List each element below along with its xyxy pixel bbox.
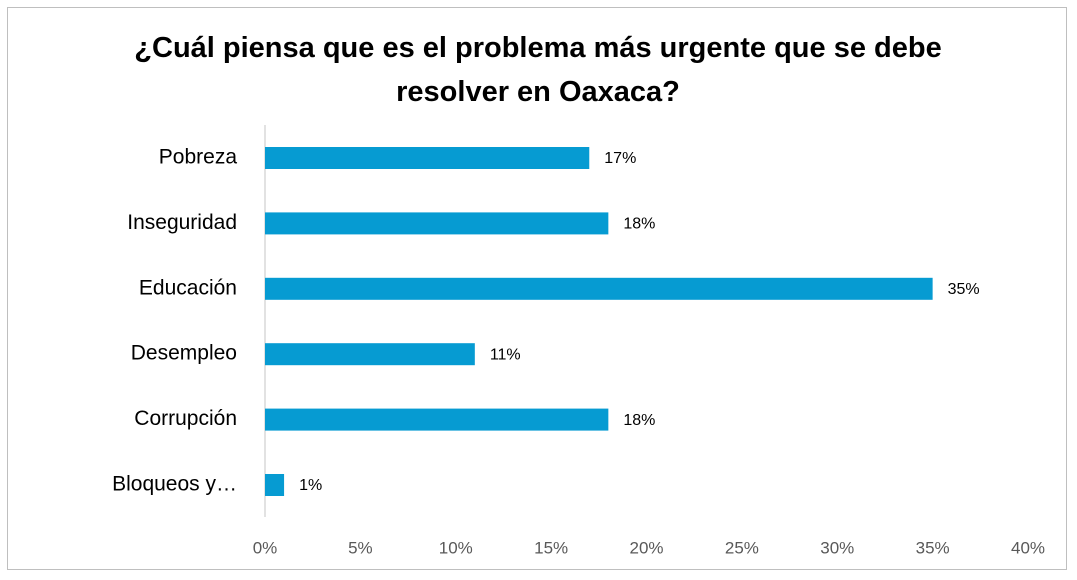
x-tick-label: 30% [820, 538, 854, 557]
bar [265, 474, 285, 496]
y-tick-label: Educación [139, 276, 237, 299]
x-tick-label: 0% [253, 538, 278, 557]
data-label: 18% [623, 412, 655, 429]
chart-title: ¿Cuál piensa que es el problema más urge… [134, 32, 942, 108]
y-tick-label: Inseguridad [127, 211, 237, 234]
data-label: 35% [948, 281, 980, 298]
x-tick-label: 15% [534, 538, 568, 557]
bar [265, 147, 590, 169]
data-label: 17% [604, 150, 636, 167]
y-tick-label: Corrupción [134, 407, 237, 430]
x-tick-label: 40% [1011, 538, 1045, 557]
bar [265, 277, 933, 300]
bar [265, 343, 475, 366]
y-tick-label: Pobreza [159, 146, 238, 169]
bar [265, 212, 609, 235]
data-label: 1% [299, 477, 322, 494]
y-tick-label: Bloqueos y… [112, 473, 237, 496]
bar [265, 408, 609, 431]
data-label: 11% [490, 346, 521, 363]
chart-frame [7, 7, 1067, 570]
x-tick-label: 25% [725, 538, 759, 557]
x-tick-label: 20% [629, 538, 663, 557]
x-tick-label: 35% [916, 538, 950, 557]
x-tick-label: 5% [348, 538, 373, 557]
data-label: 18% [623, 216, 655, 233]
y-tick-label: Desempleo [131, 342, 237, 365]
x-tick-label: 10% [439, 538, 473, 557]
